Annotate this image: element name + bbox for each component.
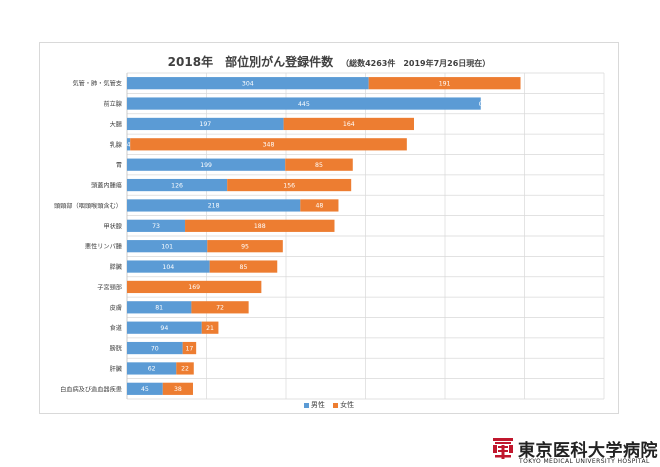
data-label-female: 156 xyxy=(283,182,295,189)
bar-female xyxy=(176,362,194,375)
bar-female xyxy=(283,117,414,131)
data-label-female: 85 xyxy=(315,162,323,169)
data-label-male: 45 xyxy=(141,386,149,393)
legend-label-female: 女性 xyxy=(340,401,355,409)
category-label: 甲状腺 xyxy=(103,222,122,230)
bar-male xyxy=(127,301,192,314)
data-label-male: 304 xyxy=(242,80,254,87)
category-label: 頭頸部（咽頭喉頭含む） xyxy=(54,202,122,210)
legend-label-male: 男性 xyxy=(310,401,325,409)
data-label-female: 72 xyxy=(216,305,224,312)
bar-female xyxy=(368,77,521,90)
category-label: 前立腺 xyxy=(103,100,122,108)
legend-item-male: 男性 xyxy=(303,400,325,410)
bar-male xyxy=(127,117,284,131)
legend-swatch-male xyxy=(303,402,309,408)
data-label-female: 169 xyxy=(188,284,200,291)
hospital-logo-icon xyxy=(493,438,513,459)
category-label: 皮膚 xyxy=(110,304,122,312)
data-label-male: 62 xyxy=(148,366,156,373)
chart-title-main: 2018年 部位別がん登録件数 xyxy=(167,55,334,69)
data-label-male: 81 xyxy=(155,305,163,312)
bar-male xyxy=(127,382,163,395)
bar-female xyxy=(285,158,353,171)
data-label-male: 70 xyxy=(151,345,159,352)
bar-female xyxy=(182,341,197,355)
category-label: 膀胱 xyxy=(110,345,122,353)
chart-title: 2018年 部位別がん登録件数 （総数4263件 2019年7月26日現在） xyxy=(40,51,618,70)
data-label-female: 22 xyxy=(181,366,189,373)
legend-swatch-female xyxy=(333,402,339,408)
category-label: 肝臓 xyxy=(110,365,123,373)
data-label-male: 197 xyxy=(199,121,211,128)
bar-male xyxy=(127,178,228,192)
data-label-male: 94 xyxy=(160,325,168,332)
bar-female xyxy=(162,382,193,395)
data-label-male: 126 xyxy=(171,182,183,189)
hospital-name-jp: 東京医科大学病院 xyxy=(518,441,658,461)
data-label-male: 445 xyxy=(298,101,310,108)
category-label: 大腸 xyxy=(110,120,122,128)
bar-male xyxy=(127,362,177,375)
category-label: 乳腺 xyxy=(110,141,123,149)
bar-female xyxy=(207,240,283,253)
category-label: 膵臓 xyxy=(110,263,123,271)
chart-plot: 気管・肺・気管支 304 191 前立腺 445 0 大腸 197 164 乳腺 4 348 胃 199 8… xyxy=(54,72,605,400)
bar-female xyxy=(127,280,262,294)
category-label: 子宮頸部 xyxy=(97,283,122,291)
data-label-female: 95 xyxy=(241,243,249,250)
bar-male xyxy=(127,138,131,151)
data-label-male: 4 xyxy=(127,142,131,149)
bar-male xyxy=(127,199,301,212)
bar-female xyxy=(130,138,407,151)
data-label-female: 85 xyxy=(240,264,248,271)
category-label: 頭蓋内腫瘍 xyxy=(91,182,122,190)
bar-female xyxy=(185,219,335,232)
data-label-male: 73 xyxy=(152,223,160,230)
data-label-female: 38 xyxy=(174,386,182,393)
bar-male xyxy=(127,97,481,110)
data-label-male: 104 xyxy=(162,264,174,271)
bar-female xyxy=(227,178,352,192)
category-label: 悪性リンパ腫 xyxy=(85,243,122,251)
data-label-female: 348 xyxy=(263,142,275,149)
data-label-female: 48 xyxy=(315,203,323,210)
bar-male xyxy=(127,341,183,355)
data-label-male: 199 xyxy=(200,162,212,169)
bar-female xyxy=(300,199,339,212)
bar-male xyxy=(127,77,369,90)
chart-legend: 男性 女性 xyxy=(40,400,618,410)
bar-male xyxy=(127,240,208,253)
chart-frame: 2018年 部位別がん登録件数 （総数4263件 2019年7月26日現在） 気管… xyxy=(39,42,619,414)
bar-female xyxy=(209,260,278,273)
chart-subtitle: （総数4263件 2019年7月26日現在） xyxy=(341,59,491,68)
data-label-female: 188 xyxy=(254,223,266,230)
bar-female xyxy=(201,321,219,334)
category-label: 白血病及び造血器疾患 xyxy=(60,385,122,393)
data-label-male: 218 xyxy=(208,203,220,210)
category-label: 食道 xyxy=(110,324,122,332)
data-label-female: 21 xyxy=(206,325,214,332)
bar-female xyxy=(191,301,249,314)
category-label: 気管・肺・気管支 xyxy=(73,80,123,88)
data-label-male: 101 xyxy=(161,243,173,250)
legend-item-female: 女性 xyxy=(333,400,354,410)
bar-male xyxy=(127,219,186,232)
bar-male xyxy=(127,260,210,273)
data-label-female: 17 xyxy=(185,345,193,352)
data-label-female: 191 xyxy=(439,80,451,87)
hospital-name-en: TOKYO MEDICAL UNIVERSITY HOSPITAL xyxy=(519,458,650,465)
data-label-female: 0 xyxy=(479,101,483,108)
data-label-female: 164 xyxy=(343,121,355,128)
bar-male xyxy=(127,158,286,171)
category-label: 胃 xyxy=(116,162,122,169)
bar-male xyxy=(127,321,202,334)
